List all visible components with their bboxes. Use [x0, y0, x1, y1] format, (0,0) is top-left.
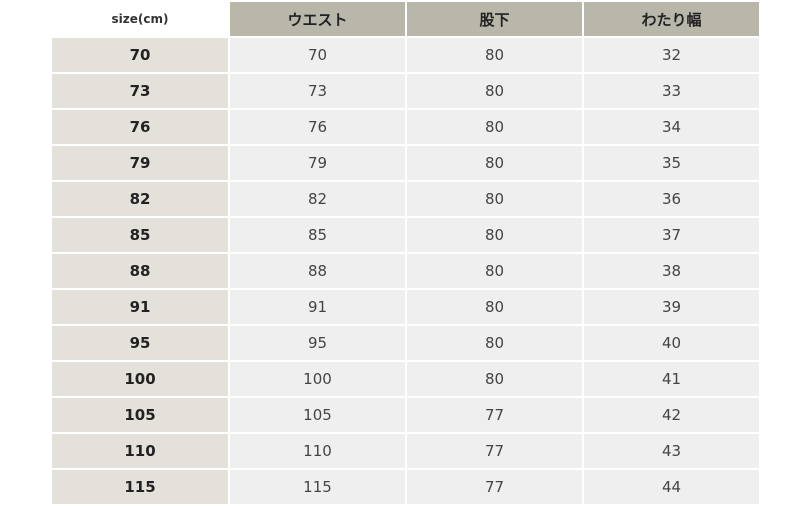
waist-cell: 91: [230, 290, 405, 324]
thigh-width-cell: 38: [584, 254, 759, 288]
thigh-width-cell: 32: [584, 38, 759, 72]
waist-cell: 76: [230, 110, 405, 144]
thigh-width-cell: 34: [584, 110, 759, 144]
table-row: 95 95 80 40: [52, 326, 759, 360]
inseam-cell: 77: [407, 470, 582, 504]
inseam-cell: 80: [407, 326, 582, 360]
size-cell: 110: [52, 434, 228, 468]
table-row: 73 73 80 33: [52, 74, 759, 108]
thigh-width-cell: 43: [584, 434, 759, 468]
table-row: 115 115 77 44: [52, 470, 759, 504]
waist-cell: 115: [230, 470, 405, 504]
thigh-width-cell: 41: [584, 362, 759, 396]
inseam-cell: 77: [407, 434, 582, 468]
thigh-width-cell: 39: [584, 290, 759, 324]
table-row: 70 70 80 32: [52, 38, 759, 72]
thigh-width-cell: 40: [584, 326, 759, 360]
thigh-width-cell: 44: [584, 470, 759, 504]
inseam-cell: 80: [407, 110, 582, 144]
thigh-width-header: わたり幅: [584, 2, 759, 36]
header-row: size(cm) ウエスト 股下 わたり幅: [52, 2, 759, 36]
size-cell: 82: [52, 182, 228, 216]
size-cell: 91: [52, 290, 228, 324]
waist-cell: 70: [230, 38, 405, 72]
size-header: size(cm): [52, 2, 228, 36]
size-cell: 76: [52, 110, 228, 144]
thigh-width-cell: 42: [584, 398, 759, 432]
size-cell: 70: [52, 38, 228, 72]
waist-cell: 110: [230, 434, 405, 468]
inseam-cell: 80: [407, 38, 582, 72]
size-cell: 115: [52, 470, 228, 504]
size-cell: 79: [52, 146, 228, 180]
size-chart-table: size(cm) ウエスト 股下 わたり幅 70 70 80 32 73 73 80 33 76…: [50, 0, 761, 506]
size-cell: 105: [52, 398, 228, 432]
waist-cell: 88: [230, 254, 405, 288]
waist-cell: 95: [230, 326, 405, 360]
table-row: 82 82 80 36: [52, 182, 759, 216]
table-row: 79 79 80 35: [52, 146, 759, 180]
inseam-cell: 80: [407, 290, 582, 324]
table-row: 88 88 80 38: [52, 254, 759, 288]
table-row: 91 91 80 39: [52, 290, 759, 324]
inseam-cell: 80: [407, 218, 582, 252]
table-row: 76 76 80 34: [52, 110, 759, 144]
inseam-cell: 80: [407, 362, 582, 396]
inseam-cell: 77: [407, 398, 582, 432]
table-row: 110 110 77 43: [52, 434, 759, 468]
table-body: 70 70 80 32 73 73 80 33 76 76 80 34 79 79 80 35 82 82 80 36…: [52, 38, 759, 504]
thigh-width-cell: 35: [584, 146, 759, 180]
thigh-width-cell: 37: [584, 218, 759, 252]
size-cell: 95: [52, 326, 228, 360]
table-row: 100 100 80 41: [52, 362, 759, 396]
waist-cell: 82: [230, 182, 405, 216]
inseam-cell: 80: [407, 182, 582, 216]
size-cell: 73: [52, 74, 228, 108]
inseam-cell: 80: [407, 74, 582, 108]
waist-cell: 73: [230, 74, 405, 108]
table-row: 105 105 77 42: [52, 398, 759, 432]
waist-cell: 100: [230, 362, 405, 396]
inseam-cell: 80: [407, 146, 582, 180]
table-row: 85 85 80 37: [52, 218, 759, 252]
inseam-cell: 80: [407, 254, 582, 288]
waist-cell: 79: [230, 146, 405, 180]
size-cell: 88: [52, 254, 228, 288]
size-cell: 100: [52, 362, 228, 396]
inseam-header: 股下: [407, 2, 582, 36]
waist-cell: 105: [230, 398, 405, 432]
waist-header: ウエスト: [230, 2, 405, 36]
size-cell: 85: [52, 218, 228, 252]
thigh-width-cell: 36: [584, 182, 759, 216]
thigh-width-cell: 33: [584, 74, 759, 108]
waist-cell: 85: [230, 218, 405, 252]
